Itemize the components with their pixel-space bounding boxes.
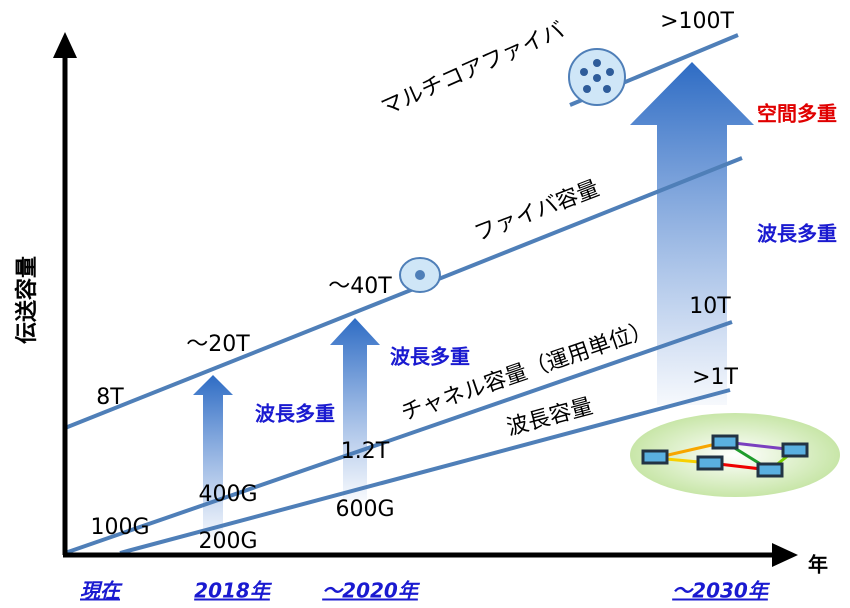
technique: 空間多重 [757,102,837,126]
capacity: 8T [96,385,124,410]
fiber-line [64,156,743,430]
curve-label: マルチコアファイバ [377,18,568,121]
capacity: 1.2T [341,439,390,464]
growth-arrow [330,318,380,500]
technique: 波長多重 [390,345,470,369]
node [756,462,784,478]
capacity: 600G [335,497,394,522]
core [583,85,591,93]
x-label: 現在 [80,579,123,603]
core [606,68,614,76]
technique: 波長多重 [757,222,837,246]
capacity: 200G [198,529,257,554]
capacity: ～20T [186,332,250,357]
y-arrowhead [53,32,77,58]
core [593,74,601,82]
curve-label: ファイバ容量 [471,176,603,246]
capacity: >1T [692,365,738,390]
x-label: ～2020年 [322,579,421,603]
arrows [193,62,754,540]
core [580,68,588,76]
core [603,85,611,93]
network-ellipse [630,413,840,497]
capacity: 400G [198,482,257,507]
x-axis-label: 年 [808,553,828,577]
growth-arrow [193,375,233,540]
capacity: 100G [90,515,149,540]
core [593,59,601,67]
technique: 波長多重 [255,402,335,426]
channel-line [64,320,733,555]
node [641,449,669,465]
fiber-core [415,270,425,280]
capacity: 10T [689,294,731,319]
x-label: ～2030年 [672,579,771,603]
y-axis-label: 伝送容量 [14,256,40,344]
multicore-icon [568,48,626,106]
axes [53,32,798,567]
growth-arrow [630,62,754,405]
node [696,455,724,471]
x-arrowhead [772,543,798,567]
node [711,434,739,450]
curve-label: 波長容量 [504,394,595,441]
capacity: ～40T [328,274,392,299]
network [641,434,809,478]
capacity: >100T [660,9,734,34]
wavelength-line [119,388,731,555]
node [781,442,809,458]
x-label: 2018年 [194,579,273,603]
